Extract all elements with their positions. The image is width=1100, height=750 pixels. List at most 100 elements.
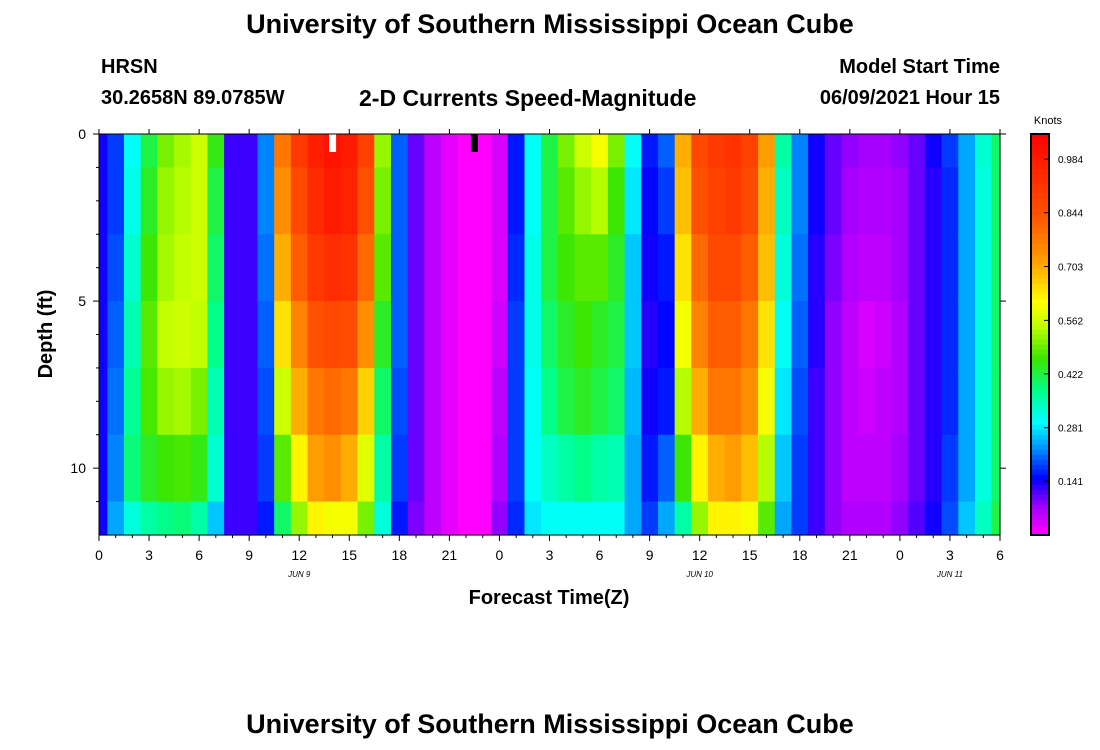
heatmap-cell [708,301,726,369]
heatmap-cell [741,501,759,536]
heatmap-cell [741,134,759,169]
colorbar-segment [1031,274,1049,280]
heatmap-cell [491,434,509,503]
y-tick-label: 0 [78,126,86,142]
heatmap-cell [758,501,776,536]
heatmap-cell [724,134,742,169]
colorbar-tick-label: 0.281 [1058,424,1083,435]
colorbar-segment [1031,399,1049,406]
heatmap-cell [908,167,926,235]
colorbar-segment [1031,249,1049,255]
heatmap-cell [624,501,642,536]
colorbar: 0.984 0.844 0.703 0.562 0.422 0.281 0.141 [1030,133,1083,536]
heatmap-cell [224,434,242,503]
heatmap-cell [674,301,692,369]
heatmap-cell [858,234,876,302]
heatmap-cell [774,134,793,169]
heatmap-cell [99,434,108,503]
x-tick-label: 3 [145,547,153,563]
colorbar-segment [1031,199,1049,205]
heatmap-cell [307,167,325,235]
heatmap-cell [874,301,893,369]
heatmap-cell [641,234,659,302]
heatmap-cell [457,234,476,302]
heatmap-cell [908,367,926,436]
heatmap-cell [457,367,476,436]
colorbar-segment [1031,394,1049,401]
heatmap-cell [607,234,626,302]
colorbar-segment [1031,479,1049,486]
model-start-label: Model Start Time [839,56,1000,78]
heatmap-cell [524,367,542,436]
heatmap-cell [174,134,192,169]
heatmap-cell [424,367,442,436]
plot-title: 2-D Currents Speed-Magnitude [359,85,697,111]
heatmap-cell [124,434,142,503]
heatmap-cell [140,434,158,503]
heatmap-cell [441,367,459,436]
heatmap-cell [174,501,192,536]
heatmap-cell [741,301,759,369]
heatmap-cell [958,167,976,235]
colorbar-segment [1031,144,1049,150]
heatmap-cell [541,434,559,503]
heatmap-cell [541,367,559,436]
heatmap-cell [858,367,876,436]
heatmap-cell [541,234,559,302]
heatmap-cell [691,301,709,369]
colorbar-tick-label: 0.703 [1058,263,1083,274]
colorbar-segment [1031,474,1049,481]
colorbar-segment [1031,329,1049,336]
heatmap-cell [157,234,175,302]
heatmap-cell [974,167,993,235]
heatmap-cell [240,434,259,503]
model-start-time: 06/09/2021 Hour 15 [819,87,1000,109]
heatmap-cell [941,501,959,536]
colorbar-segment [1031,454,1049,461]
heatmap-cell [774,434,793,503]
colorbar-segment [1031,154,1049,160]
colorbar-segment [1031,264,1049,270]
heatmap-cell [958,301,976,369]
heatmap-cell [607,134,626,169]
heatmap-cell [824,134,843,169]
heatmap-cell [307,367,325,436]
heatmap-cell [724,367,742,436]
heatmap-cell [441,134,459,169]
heatmap-cell [657,134,676,169]
heatmap-cell [574,167,592,235]
heatmap-cell [691,234,709,302]
heatmap-cell [924,167,943,235]
heatmap-cell [474,167,492,235]
heatmap-cell [624,134,642,169]
heatmap-cell [841,167,859,235]
heatmap-cell [424,434,442,503]
heatmap-cell [974,434,993,503]
colorbar-segment [1031,429,1049,436]
heatmap-cell [891,501,909,536]
colorbar-segment [1031,529,1049,536]
heatmap-cell [374,501,392,536]
colorbar-segment [1031,334,1049,341]
colorbar-segment [1031,229,1049,235]
colorbar-segment [1031,294,1049,301]
colorbar-segment [1031,239,1049,245]
heatmap-cell [441,301,459,369]
y-tick-label: 10 [70,460,86,476]
heatmap-cell [390,367,409,436]
heatmap-cell [474,301,492,369]
heatmap-cell [491,134,509,169]
heatmap-cell [841,367,859,436]
heatmap-cell [674,234,692,302]
colorbar-segment [1031,179,1049,185]
heatmap-cell [808,167,826,235]
heatmap-cell [290,434,309,503]
heatmap-cell [858,167,876,235]
heatmap-cell [891,367,909,436]
heatmap-cell [207,367,225,436]
heatmap-cell [190,234,209,302]
heatmap-cell [657,167,676,235]
heatmap-cell [290,234,309,302]
heatmap-cell [641,501,659,536]
heatmap-cell [274,367,292,436]
